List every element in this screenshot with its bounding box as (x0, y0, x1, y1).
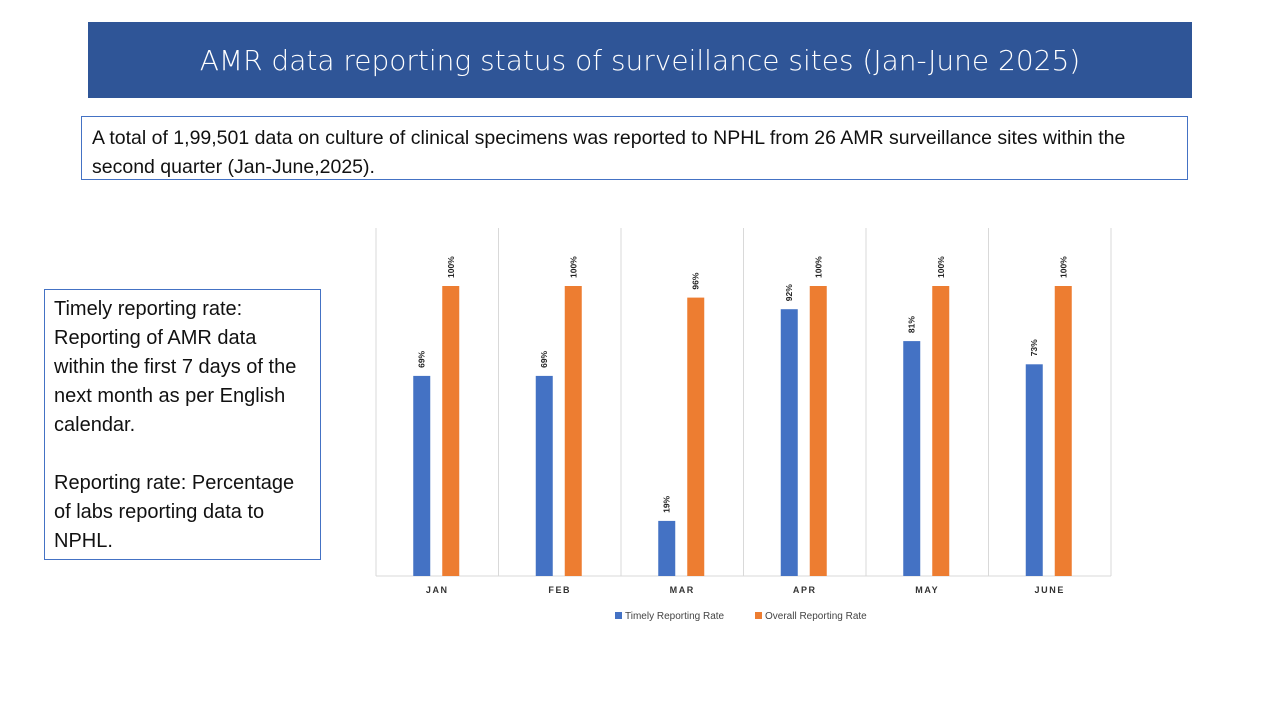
x-tick-label: JUNE (1035, 585, 1065, 595)
bar-timely-apr (780, 309, 798, 576)
legend-label: Timely Reporting Rate (625, 611, 725, 622)
data-label: 81% (907, 316, 917, 333)
bar-overall-june (1054, 286, 1072, 576)
data-label: 100% (1058, 256, 1068, 278)
slide-title: AMR data reporting status of surveillanc… (88, 22, 1192, 98)
summary-text-box: A total of 1,99,501 data on culture of c… (81, 116, 1188, 180)
legend-swatch-timely (615, 612, 622, 619)
bar-timely-june (1025, 364, 1043, 576)
bar-overall-mar (687, 297, 705, 576)
x-tick-label: MAY (915, 585, 939, 595)
definitions-box: Timely reporting rate: Reporting of AMR … (44, 289, 321, 560)
x-tick-label: MAR (670, 585, 695, 595)
bar-timely-jan (413, 375, 431, 576)
data-label: 100% (813, 256, 823, 278)
legend-swatch-overall (755, 612, 762, 619)
data-label: 69% (539, 350, 549, 367)
data-label: 96% (691, 272, 701, 289)
bar-overall-may (932, 286, 950, 576)
x-tick-label: JAN (426, 585, 449, 595)
reporting-rate-definition: Reporting rate: Percentage of labs repor… (54, 472, 295, 552)
x-tick-label: APR (793, 585, 817, 595)
x-tick-label: FEB (548, 585, 571, 595)
data-label: 100% (936, 256, 946, 278)
data-label: 19% (662, 495, 672, 512)
bar-timely-may (903, 341, 921, 576)
bar-overall-feb (564, 286, 582, 576)
bar-timely-mar (658, 520, 676, 576)
data-label: 100% (446, 256, 456, 278)
bar-timely-feb (535, 375, 553, 576)
data-label: 73% (1029, 339, 1039, 356)
legend-label: Overall Reporting Rate (765, 611, 867, 622)
data-label: 100% (568, 256, 578, 278)
bar-overall-apr (809, 286, 827, 576)
data-label: 69% (417, 350, 427, 367)
data-label: 92% (784, 284, 794, 301)
timely-reporting-definition: Timely reporting rate: Reporting of AMR … (54, 298, 297, 436)
bar-overall-jan (442, 286, 460, 576)
